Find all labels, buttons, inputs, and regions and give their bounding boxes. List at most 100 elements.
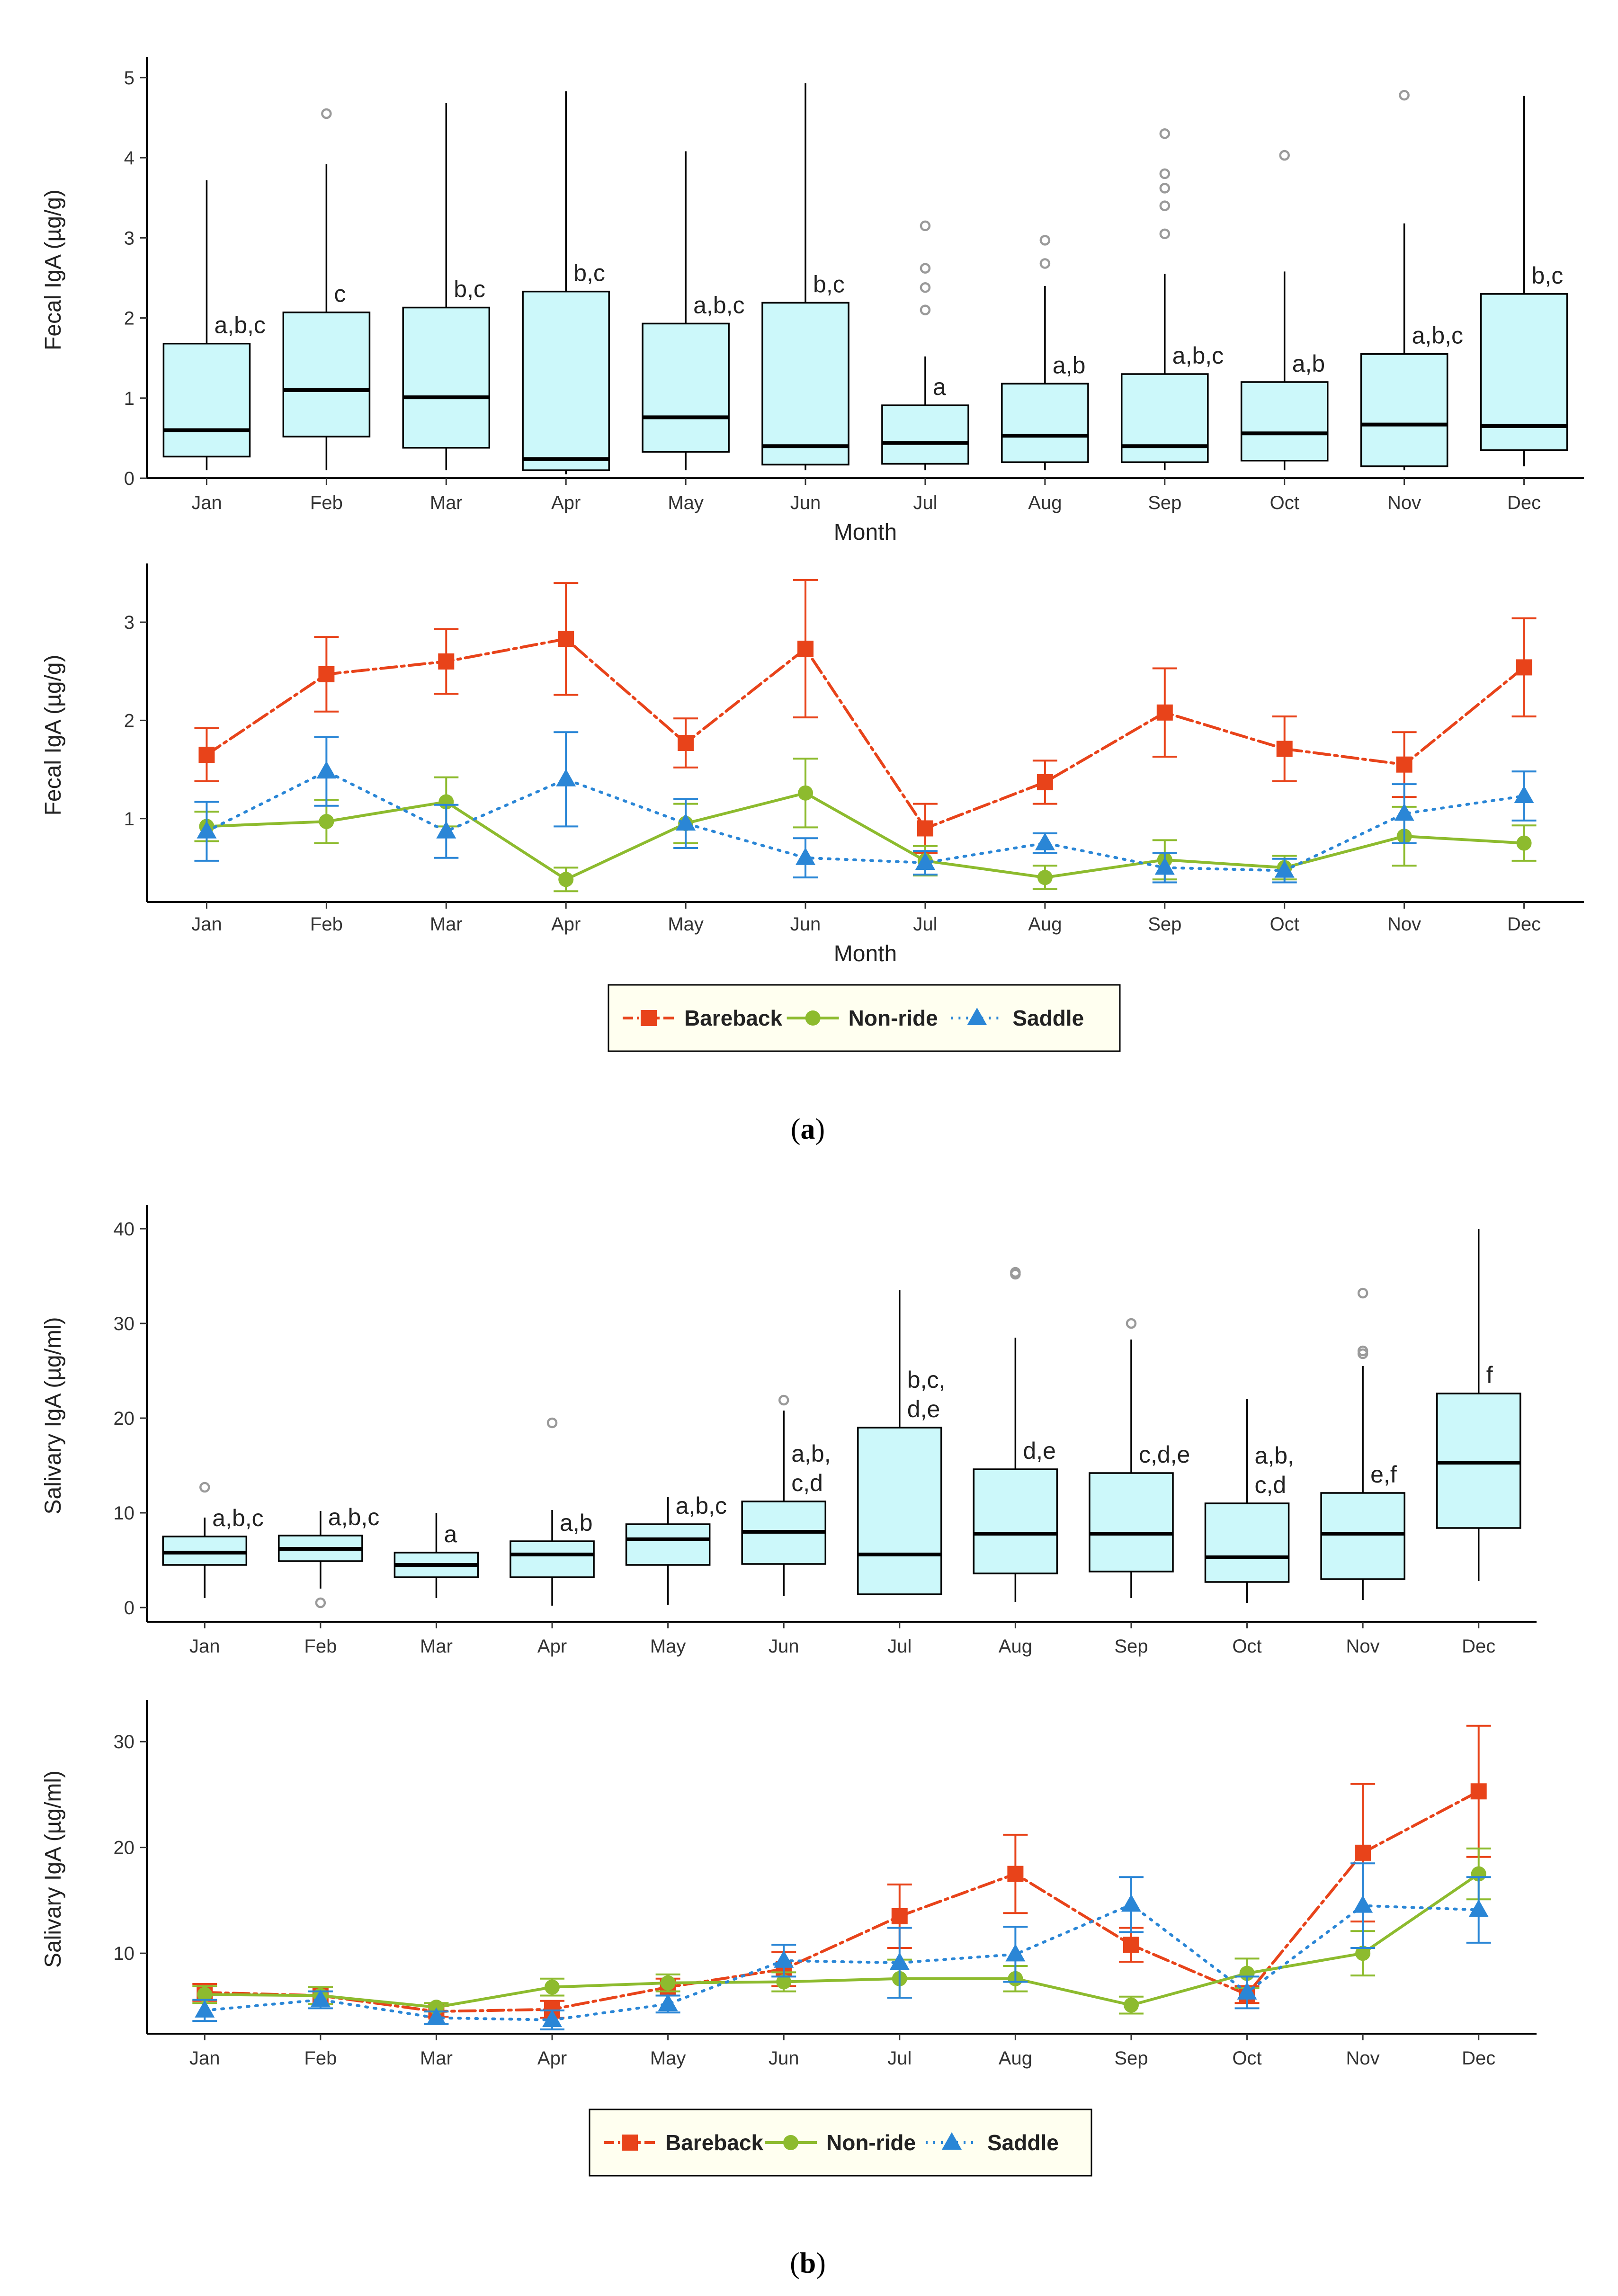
significance-label: a <box>933 374 946 400</box>
marker-triangle <box>1468 1899 1489 1917</box>
y-tick-label: 10 <box>114 1503 135 1524</box>
marker-square <box>1156 704 1173 721</box>
outlier-point <box>1159 168 1171 179</box>
outlier-point <box>321 108 332 119</box>
marker-circle <box>1355 1946 1371 1961</box>
series-line-non-ride <box>205 1873 1480 2009</box>
y-tick-label: 0 <box>124 1598 134 1618</box>
significance-label: a,b,c <box>328 1504 379 1530</box>
marker-triangle <box>1035 832 1055 850</box>
significance-label: a,b <box>1292 350 1325 377</box>
marker-square <box>558 631 574 647</box>
marker-triangle <box>426 2007 447 2025</box>
x-tick-label: Jan <box>191 492 222 513</box>
box <box>1089 1472 1174 1572</box>
outlier-point <box>1010 1267 1021 1278</box>
legend-b: Bareback Non-ride Saddle <box>589 2108 1092 2177</box>
box <box>1120 373 1209 463</box>
significance-label: a,b,c <box>693 292 744 318</box>
legend-label-saddle: Saddle <box>1012 1006 1084 1030</box>
legend-a: Bareback Non-ride Saddle <box>608 984 1121 1052</box>
fecal-iga-boxplot: 0 1 2 3 4 5 Jan Feb Mar Apr May Jun Jul Aug Sep Oct Nov D… <box>41 57 1584 545</box>
x-tick-label: Jul <box>913 914 937 935</box>
salivary-iga-line-chart: 10 20 30 Jan Feb Mar Apr May Jun Jul Aug Sep Oct Nov D… <box>41 1700 1537 2069</box>
x-tick-label: Nov <box>1346 1636 1380 1657</box>
y-tick-label: 3 <box>124 612 134 633</box>
y-tick-label: 5 <box>124 68 134 89</box>
marker-circle <box>805 1010 821 1026</box>
y-tick-label: 0 <box>124 468 134 489</box>
x-tick-label: Oct <box>1270 914 1299 935</box>
marker-circle <box>798 785 813 801</box>
significance-label: d,e <box>907 1396 940 1422</box>
marker-triangle <box>1274 860 1295 878</box>
marker-circle <box>660 1975 676 1991</box>
outlier-point <box>1126 1318 1137 1329</box>
x-tick-label: Jan <box>191 914 222 935</box>
outlier-point <box>1159 183 1171 194</box>
significance-label: c <box>334 281 346 307</box>
box <box>522 290 610 471</box>
x-tick-label: May <box>668 492 704 513</box>
outlier-point <box>1159 228 1171 240</box>
x-axis-title: Month <box>834 941 897 966</box>
significance-label: a,b,c <box>1172 342 1224 369</box>
y-tick-label: 1 <box>124 388 134 409</box>
marker-circle <box>545 1979 560 1995</box>
series-line-saddle <box>205 769 1526 872</box>
x-tick-label: Feb <box>310 492 343 513</box>
outlier-point <box>1159 200 1171 211</box>
x-tick-label: Aug <box>999 2048 1032 2069</box>
series-line-saddle <box>203 1903 1480 2021</box>
significance-label: d,e <box>1023 1438 1056 1464</box>
x-tick-label: Feb <box>304 2048 337 2069</box>
marker-square <box>438 653 455 670</box>
x-tick-label: Mar <box>420 1636 453 1657</box>
marker-square <box>891 1908 908 1924</box>
x-tick-label: Apr <box>551 492 581 513</box>
box <box>282 311 371 438</box>
x-tick-label: Apr <box>551 914 581 935</box>
x-tick-label: Apr <box>537 1636 567 1657</box>
marker-circle <box>783 2135 798 2150</box>
x-tick-label: Dec <box>1507 492 1541 513</box>
outlier-point <box>778 1394 789 1406</box>
marker-triangle <box>1005 1944 1026 1962</box>
marker-square <box>1276 741 1293 757</box>
marker-square <box>318 666 335 682</box>
significance-label: c,d,e <box>1139 1441 1190 1468</box>
caption-a: (a) <box>791 1113 825 1145</box>
caption-b: (b) <box>790 2247 826 2279</box>
box <box>1001 383 1089 463</box>
marker-triangle <box>915 852 935 870</box>
significance-label: b,c, <box>907 1367 946 1393</box>
marker-triangle <box>542 2009 563 2027</box>
significance-label: a <box>444 1521 457 1547</box>
marker-triangle <box>967 1008 987 1025</box>
outlier-point <box>199 1482 210 1493</box>
y-axis-title: Fecal IgA (µg/g) <box>41 189 66 350</box>
box <box>510 1540 595 1578</box>
significance-label: a,b,c <box>214 312 265 339</box>
marker-triangle <box>197 821 217 839</box>
legend-label-bareback: Bareback <box>665 2130 764 2155</box>
caption-a-letter: a <box>801 1113 815 1145</box>
series-line-bareback <box>205 637 1526 831</box>
marker-triangle <box>796 847 816 865</box>
y-tick-label: 10 <box>114 1943 135 1964</box>
outlier-point <box>1399 89 1410 101</box>
series-line-non-ride <box>206 791 1524 881</box>
marker-square <box>1037 774 1053 791</box>
outlier-point <box>1159 128 1171 139</box>
marker-circle <box>1516 835 1532 851</box>
significance-label: b,c <box>813 271 845 297</box>
marker-triangle <box>1121 1894 1141 1912</box>
outlier-point <box>920 220 931 232</box>
marker-triangle <box>556 768 576 786</box>
y-axis-title: Salivary IgA (µg/ml) <box>41 1770 66 1968</box>
outlier-point <box>920 304 931 315</box>
fecal-iga-line-chart: 1 2 3 Jan Feb Mar Apr May Jun Jul Aug Sep Oct Nov Dec F… <box>41 563 1584 966</box>
legend-label-non-ride: Non-ride <box>849 1006 938 1030</box>
x-tick-label: Aug <box>1028 492 1062 513</box>
marker-square <box>198 746 215 763</box>
